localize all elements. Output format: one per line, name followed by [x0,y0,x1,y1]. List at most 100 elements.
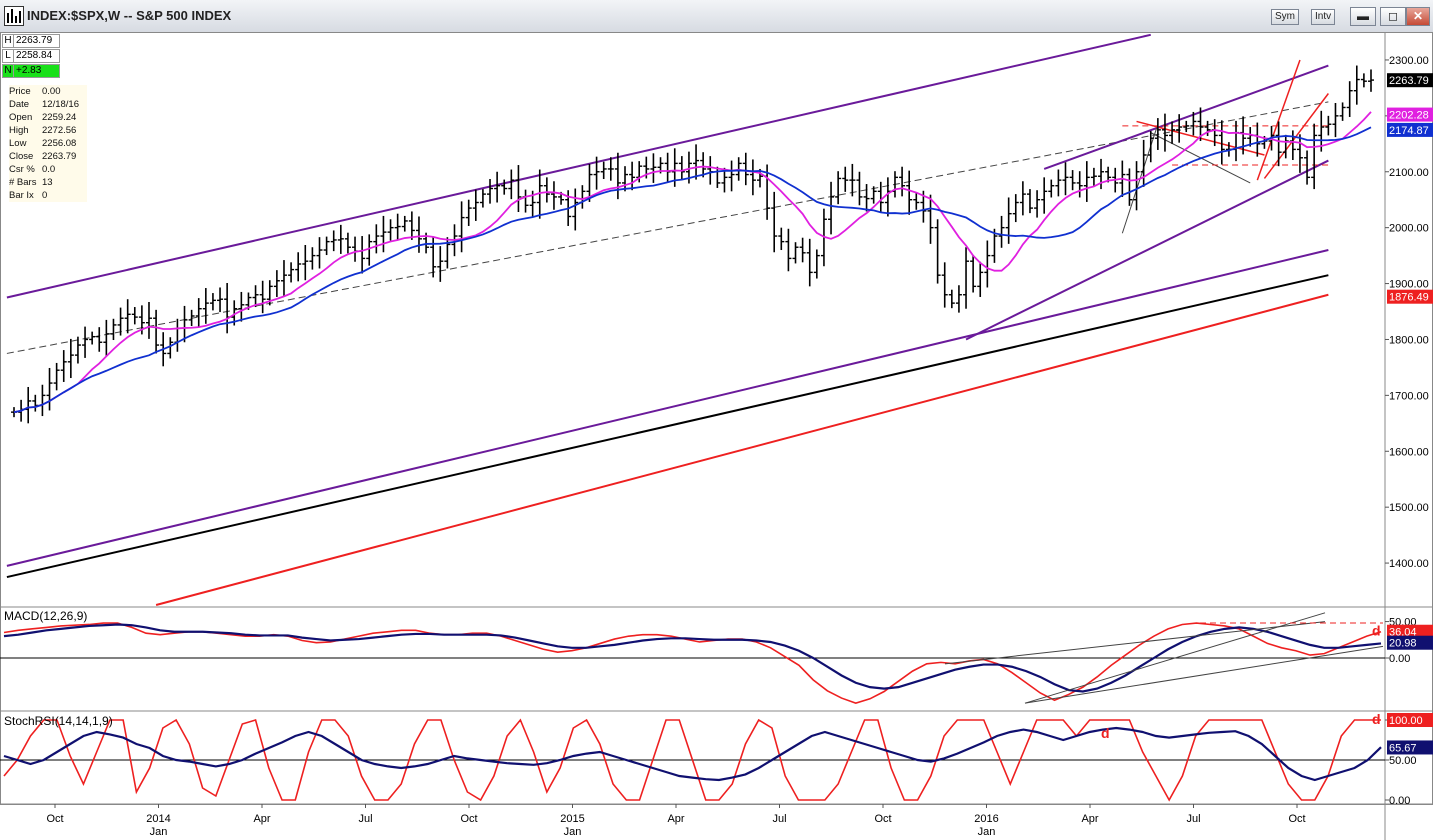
x-tick-label: Oct [874,813,891,825]
x-tick-label: 2015 [560,813,584,825]
y-tick-label: 50.00 [1389,755,1417,767]
ohlc-value: 2272.56 [42,125,77,136]
ohlc-key: Close [9,151,34,162]
chart-area[interactable]: 2300.002200.002100.002000.001900.001800.… [0,32,1433,840]
y-tick-label: 1400.00 [1389,558,1429,570]
window-title: INDEX:$SPX,W -- S&P 500 INDEX [27,8,232,23]
last-value-flag [1387,635,1433,650]
trendline [1024,612,1326,704]
x-tick-label: Jul [1186,813,1200,825]
last-value-label: 2174.87 [1389,125,1429,137]
low-value-field: L 2258.84 [2,49,60,63]
stochrsi-title: StochRSI(14,14,1,9) [4,714,113,728]
moving-average-line [13,111,1372,414]
close-button[interactable]: ✕ [1406,7,1430,26]
maximize-button[interactable]: ◻ [1380,7,1406,26]
ohlc-key: High [9,125,29,136]
moving-average-line [13,126,1372,414]
last-value-label: 2202.28 [1389,110,1429,122]
y-tick-label: 0.00 [1389,795,1410,807]
trendline [965,159,1329,341]
last-value-flag [1387,289,1433,304]
ohlc-row: # Bars 13 [9,176,87,189]
x-tick-label: Apr [667,813,684,825]
trendline [1263,93,1329,179]
ohlc-row: Open 2259.24 [9,111,87,124]
ohlc-data-box: Price 0.00 Date 12/18/16 Open 2259.24 High 2272… [9,85,87,202]
y-tick-label: 0.00 [1389,653,1410,665]
high-value-field: H 2263.79 [2,34,60,48]
macd-title: MACD(12,26,9) [4,609,87,623]
ohlc-value: 0 [42,190,48,201]
net-change-field: N +2.83 [2,64,60,78]
sym-button[interactable]: Sym [1271,9,1299,25]
x-tick-label: Jul [358,813,372,825]
stochrsi-annotation: d [1372,711,1381,727]
ohlc-row: Low 2256.08 [9,137,87,150]
intv-button[interactable]: Intv [1311,9,1336,25]
trendline [944,621,1326,665]
ohlc-value: 2259.24 [42,112,77,123]
ohlc-row: Price 0.00 [9,85,87,98]
last-value-flag [1387,713,1433,727]
low-value: 2258.84 [16,50,53,61]
last-value-label: 100.00 [1389,715,1423,727]
macd-series-line [3,623,1382,693]
stochrsi-series-line [3,726,1382,782]
trendline [1024,645,1384,704]
ohlc-key: Csr % [9,164,35,175]
ohlc-row: Close 2263.79 [9,150,87,163]
last-value-flag [1387,73,1433,88]
trendline [1256,59,1301,181]
stochrsi-series-line [3,718,1381,802]
x-tick-label: Oct [1288,813,1305,825]
trendline [6,33,1151,299]
ohlc-key: Price [9,86,31,97]
x-tick-label: Apr [1081,813,1098,825]
x-tick-label: 2014 [146,813,170,825]
x-tick-label: Oct [46,813,63,825]
ohlc-value: 2256.08 [42,138,77,149]
ohlc-row: Date 12/18/16 [9,98,87,111]
last-value-flag [1387,107,1433,122]
ohlc-key: Bar Ix [9,190,34,201]
y-tick-label: 1700.00 [1389,390,1429,402]
last-value-label: 2263.79 [1389,75,1429,87]
ohlc-value: 2263.79 [42,151,77,162]
y-tick-label: 2300.00 [1389,55,1429,67]
last-value-label: 1876.49 [1389,292,1429,304]
last-value-flag [1387,740,1433,755]
y-tick-label: 1900.00 [1389,279,1429,291]
last-value-flag [1387,122,1433,137]
minimize-button[interactable]: ▬ [1350,7,1376,26]
ohlc-key: Date [9,99,30,110]
ohlc-row: High 2272.56 [9,124,87,137]
y-tick-label: 1500.00 [1389,502,1429,514]
ohlc-row: Bar Ix 0 [9,189,87,202]
y-tick-label: 2000.00 [1389,223,1429,235]
trendline [6,249,1329,567]
y-tick-label: 1800.00 [1389,334,1429,346]
ohlc-key: Low [9,138,27,149]
ohlc-key: # Bars [9,177,37,188]
macd-series-line [3,622,1382,705]
y-tick-label: 2100.00 [1389,167,1429,179]
x-tick-label: Jul [772,813,786,825]
plot-frame [0,32,1433,805]
ohlc-value: 0.00 [42,86,61,97]
last-value-label: 65.67 [1389,742,1417,754]
title-bar[interactable]: INDEX:$SPX,W -- S&P 500 INDEX Sym Intv ▬… [0,0,1433,33]
trendline [155,293,1329,606]
bar-chart-icon [4,6,24,26]
stochrsi-annotation: d [1101,725,1110,741]
x-tick-sublabel: Jan [978,826,996,838]
x-tick-sublabel: Jan [150,826,168,838]
ohlc-value: 12/18/16 [42,99,79,110]
trendline [1043,64,1329,170]
x-tick-sublabel: Jan [564,826,582,838]
ohlc-value: 13 [42,177,53,188]
x-tick-label: Apr [253,813,270,825]
high-value: 2263.79 [16,35,53,46]
macd-annotation: d [1372,623,1381,639]
